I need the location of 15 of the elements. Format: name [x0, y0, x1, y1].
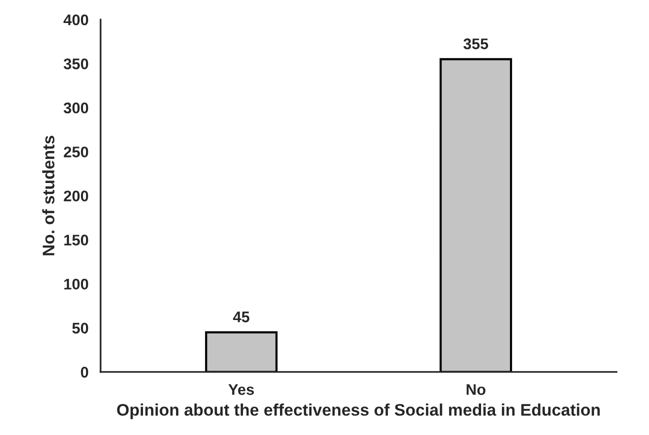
x-tick-label: No	[466, 384, 486, 395]
y-tick-label: 150	[64, 234, 88, 246]
y-tick-label: 100	[64, 278, 88, 290]
y-tick-label: 250	[64, 146, 88, 158]
data-label: 45	[233, 312, 250, 322]
y-tick-label: 300	[64, 102, 88, 114]
y-tick-label: 200	[64, 190, 88, 202]
y-tick-label: 50	[72, 322, 88, 334]
y-tick-label: 350	[64, 58, 88, 70]
data-label: 355	[463, 38, 488, 50]
y-tick-label: 400	[64, 14, 88, 26]
y-tick-label: 0	[80, 366, 88, 378]
x-axis-title: Opinion about the effectiveness of Social media in Education	[117, 404, 600, 420]
y-axis-title: No. of students	[42, 136, 54, 256]
x-tick-label: Yes	[228, 384, 254, 395]
